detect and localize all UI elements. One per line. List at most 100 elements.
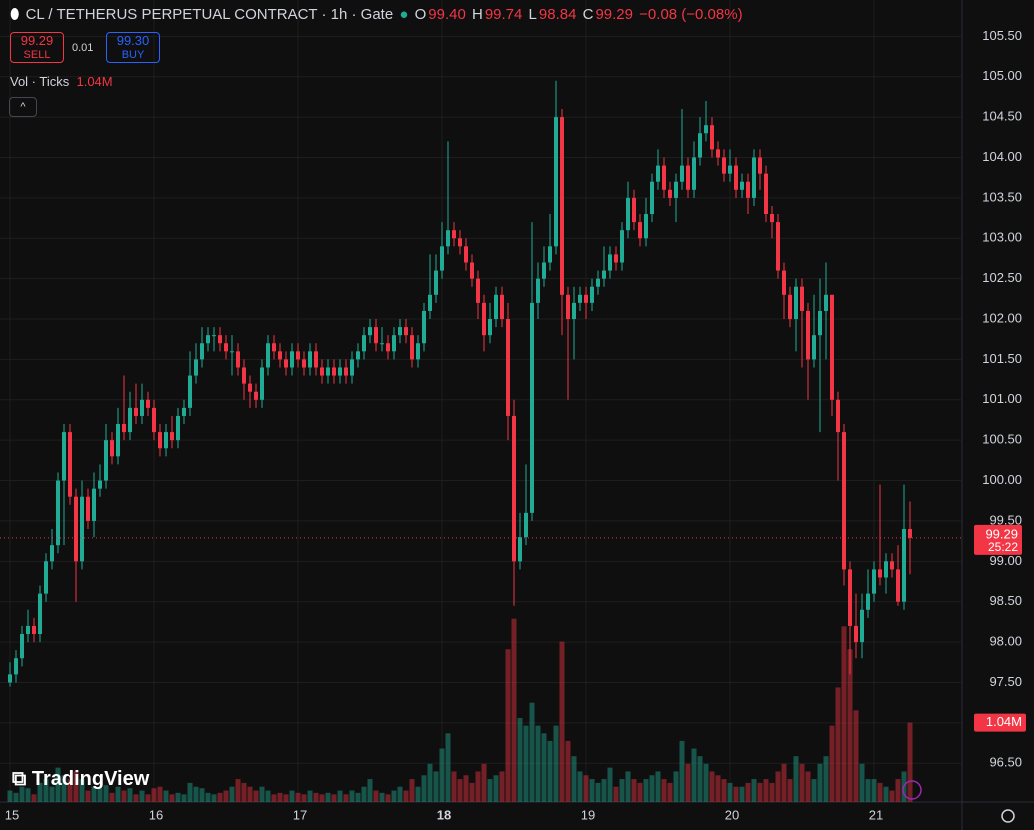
candle-body [446, 230, 450, 247]
volume-bar [295, 792, 301, 802]
y-tick-label: 105.50 [982, 28, 1022, 43]
o-value: 99.40 [428, 6, 466, 23]
volume-bar [889, 790, 895, 802]
candle-body [848, 569, 852, 626]
candle-body [50, 545, 54, 562]
volume-bar [583, 775, 589, 802]
candle-body [506, 319, 510, 416]
volume-bar [907, 722, 913, 802]
volume-bar [751, 779, 757, 802]
candle-body [716, 149, 720, 158]
y-tick-label: 105.00 [982, 68, 1022, 83]
y-tick-label: 101.00 [982, 391, 1022, 406]
candle-body [806, 310, 810, 360]
candle-body [416, 343, 420, 360]
volume-bar [235, 779, 241, 802]
volume-bar [247, 786, 253, 802]
volume-bar [643, 779, 649, 802]
volume-bar [517, 717, 523, 802]
candle-body [560, 117, 564, 295]
candle-body [350, 359, 354, 376]
candle-body [428, 294, 432, 311]
volume-bar [679, 740, 685, 802]
candle-body [512, 415, 516, 562]
candle-body [104, 440, 108, 481]
x-tick-label: 21 [869, 807, 883, 822]
volume-bar [811, 779, 817, 802]
volume-bar [823, 756, 829, 802]
volume-bar [337, 790, 343, 802]
volume-bar [85, 790, 91, 802]
sell-price: 99.29 [20, 33, 54, 48]
volume-bar [97, 788, 103, 802]
candle-body [332, 367, 336, 376]
last-price-box [974, 524, 1022, 555]
volume-bar [199, 788, 205, 802]
volume-bar [841, 626, 847, 802]
candle-body [602, 270, 606, 279]
volume-bar [31, 794, 37, 802]
candle-body [758, 157, 762, 174]
logo: ⧉ TradingView [12, 768, 150, 790]
candle-body [98, 480, 102, 489]
candle-body [146, 399, 150, 408]
volume-bar [439, 748, 445, 802]
volume-bar [715, 775, 721, 802]
volume-bar [565, 740, 571, 802]
volume-bar [793, 756, 799, 802]
candle-body [128, 407, 132, 433]
buy-button[interactable]: 99.30 BUY [106, 32, 160, 63]
candle-body [812, 335, 816, 360]
candle-body [362, 335, 366, 352]
candle-body [632, 197, 636, 223]
candle-body [662, 165, 666, 190]
volume-bar [451, 771, 457, 802]
volume-bar [829, 725, 835, 802]
candle-body [434, 270, 438, 295]
candle-body [242, 367, 246, 384]
volume-bar [787, 779, 793, 802]
candle-body [824, 294, 828, 311]
x-tick-label: 19 [581, 807, 595, 822]
volume-bar [397, 786, 403, 802]
candle-body [542, 262, 546, 279]
candle-body [200, 343, 204, 360]
volume-bar [619, 779, 625, 802]
volume-bar [817, 763, 823, 802]
candle-body [614, 254, 618, 263]
volume-bar [835, 687, 841, 802]
candle-body [266, 343, 270, 368]
candle-body [668, 189, 672, 198]
y-tick-label: 97.50 [989, 674, 1022, 689]
volume-legend: Vol · Ticks 1.04M [10, 74, 113, 89]
y-tick-label: 104.00 [982, 149, 1022, 164]
volume-bar [799, 763, 805, 802]
candle-body [374, 327, 378, 344]
candle-body [80, 496, 84, 562]
candle-body [620, 230, 624, 263]
candle-body [20, 634, 24, 659]
o-key: O [414, 6, 427, 23]
candle-body [74, 496, 78, 562]
candle-body [182, 407, 186, 416]
candle-body [272, 343, 276, 352]
y-tick-label: 99.00 [989, 553, 1022, 568]
candle-body [884, 561, 888, 578]
volume-bar [613, 786, 619, 802]
candle-body [626, 197, 630, 231]
collapse-button[interactable]: ^ [9, 97, 37, 117]
candle-body [230, 351, 234, 353]
volume-bar [553, 725, 559, 802]
candle-body [452, 230, 456, 239]
candle-body [92, 488, 96, 521]
volume-bar [61, 775, 67, 802]
volume-bar [721, 779, 727, 802]
sell-button[interactable]: 99.29 SELL [10, 32, 64, 63]
volume-bar [19, 786, 25, 802]
x-tick-label: 20 [725, 807, 739, 822]
volume-bar [457, 779, 463, 802]
volume-bar [55, 767, 61, 802]
symbol[interactable]: CL / TETHERUS PERPETUAL CONTRACT · 1h · … [25, 6, 394, 23]
volume-bar [115, 786, 121, 802]
